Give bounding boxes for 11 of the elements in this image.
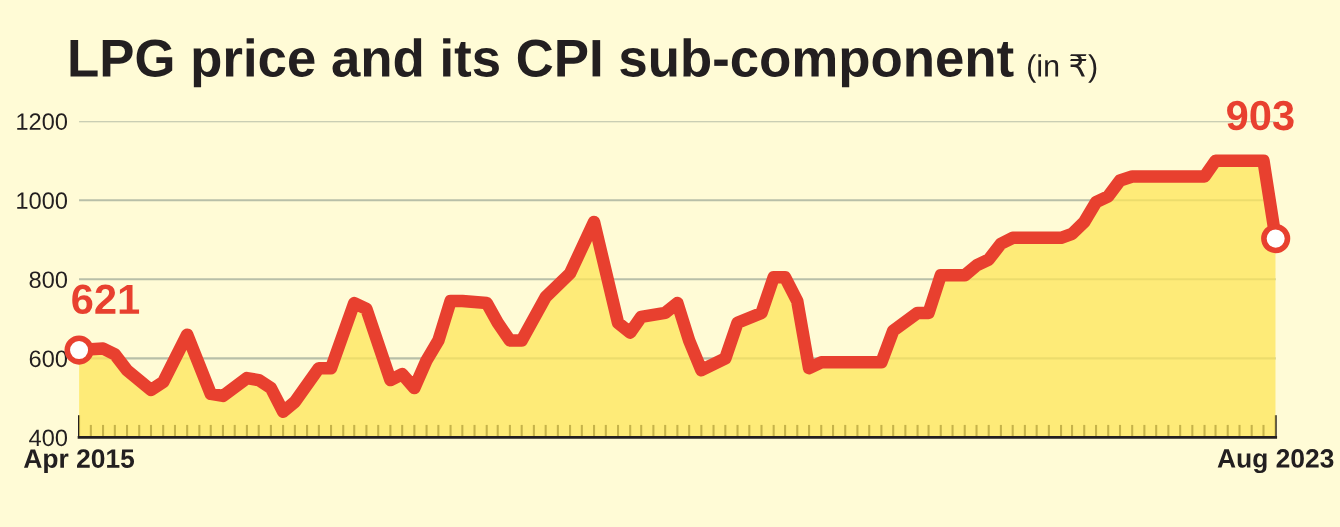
y-tick-label: 1000 [17, 192, 68, 210]
chart-title: LPG price and its CPI sub-component [70, 38, 1014, 88]
y-tick-label: 400 [29, 429, 68, 447]
annotation: 903 [1227, 100, 1294, 131]
y-tick-label: 800 [29, 271, 68, 289]
chart-subtitle: (in ₹) [1028, 54, 1097, 83]
y-tick-label: 1200 [17, 113, 68, 130]
x-tick-label: Aug 2023 [1217, 449, 1334, 474]
y-tick-label: 600 [29, 350, 68, 368]
x-tick-label: Apr 2015 [23, 449, 135, 474]
annotation: 621 [72, 284, 140, 315]
